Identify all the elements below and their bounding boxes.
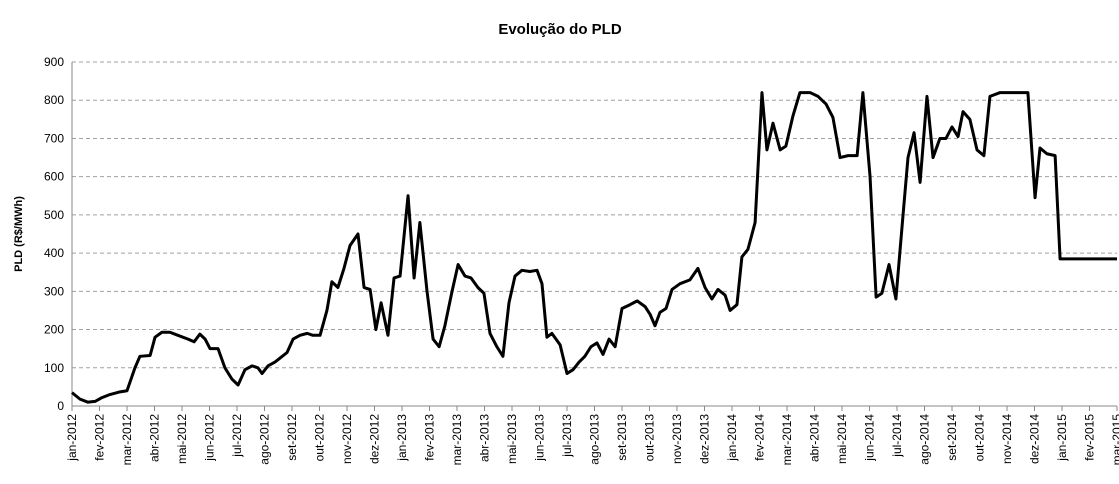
- x-tick-label: mar-2015: [1110, 414, 1119, 466]
- y-tick-label: 0: [57, 399, 64, 413]
- x-tick-label: mai-2012: [175, 414, 189, 464]
- x-tick-label: ago-2014: [918, 414, 932, 465]
- x-tick-label: jul-2013: [560, 414, 574, 458]
- x-tick-label: fev-2014: [753, 414, 767, 461]
- x-tick-label: jul-2014: [890, 414, 904, 458]
- x-tick-label: jun-2012: [203, 414, 217, 462]
- x-tick-label: mar-2014: [780, 414, 794, 466]
- x-tick-label: jun-2013: [533, 414, 547, 462]
- x-tick-label: set-2012: [285, 414, 299, 461]
- x-tick-label: out-2012: [313, 414, 327, 462]
- x-tick-label: jan-2013: [395, 414, 409, 462]
- x-tick-label: mar-2013: [450, 414, 464, 466]
- x-tick-label: fev-2013: [423, 414, 437, 461]
- y-tick-label: 600: [44, 170, 64, 184]
- x-tick-label: fev-2012: [93, 414, 107, 461]
- x-tick-label: jun-2014: [863, 414, 877, 462]
- x-tick-label: abr-2014: [808, 414, 822, 462]
- x-tick-label: mar-2012: [120, 414, 134, 466]
- x-tick-label: nov-2014: [1000, 414, 1014, 464]
- x-tick-label: jan-2014: [725, 414, 739, 462]
- x-tick-label: out-2013: [643, 414, 657, 462]
- x-tick-label: ago-2012: [258, 414, 272, 465]
- x-tick-label: dez-2013: [698, 414, 712, 464]
- y-tick-label: 200: [44, 323, 64, 337]
- x-tick-label: nov-2013: [670, 414, 684, 464]
- y-tick-label: 900: [44, 55, 64, 69]
- x-tick-label: abr-2012: [148, 414, 162, 462]
- y-tick-label: 700: [44, 131, 64, 145]
- y-axis-label: PLD (R$/MWh): [13, 196, 25, 272]
- x-tick-label: ago-2013: [588, 414, 602, 465]
- y-tick-label: 400: [44, 246, 64, 260]
- x-tick-label: nov-2012: [340, 414, 354, 464]
- x-tick-label: abr-2013: [478, 414, 492, 462]
- x-tick-label: set-2014: [945, 414, 959, 461]
- x-tick-label: jul-2012: [230, 414, 244, 458]
- y-tick-label: 800: [44, 93, 64, 107]
- y-tick-label: 500: [44, 208, 64, 222]
- x-tick-label: mai-2014: [835, 414, 849, 464]
- x-tick-label: dez-2012: [368, 414, 382, 464]
- x-tick-label: dez-2014: [1028, 414, 1042, 464]
- x-tick-label: mai-2013: [505, 414, 519, 464]
- chart-title: Evolução do PLD: [498, 21, 622, 38]
- y-tick-label: 300: [44, 284, 64, 298]
- x-tick-label: set-2013: [615, 414, 629, 461]
- x-tick-label: fev-2015: [1083, 414, 1097, 461]
- x-tick-label: jan-2012: [65, 414, 79, 462]
- x-tick-label: out-2014: [973, 414, 987, 462]
- y-tick-label: 100: [44, 361, 64, 375]
- x-tick-label: jan-2015: [1055, 414, 1069, 462]
- data-line: [71, 91, 1117, 404]
